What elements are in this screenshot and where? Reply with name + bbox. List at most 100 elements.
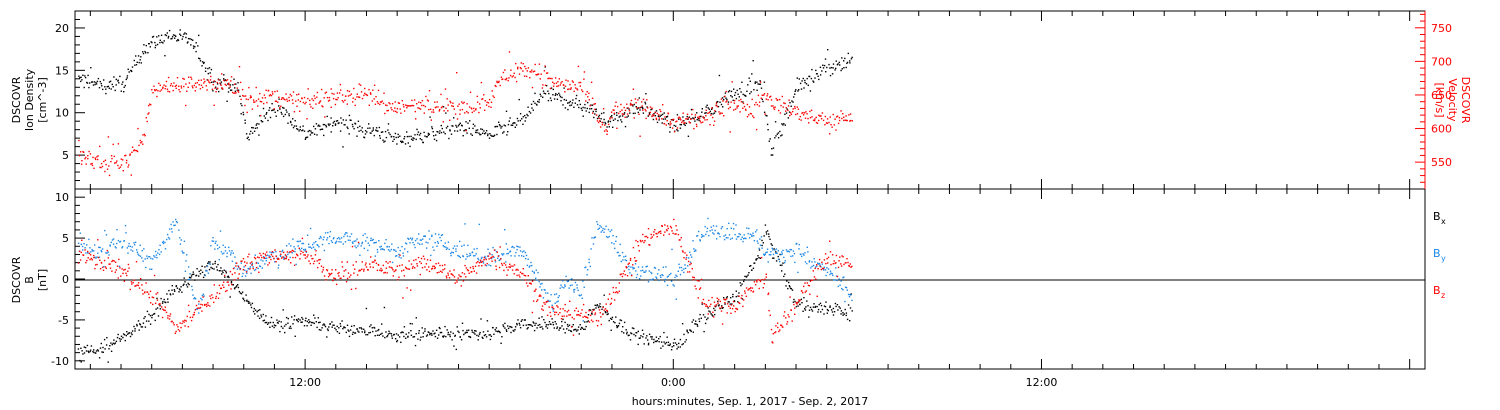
velocity-point	[593, 103, 595, 105]
density-point	[212, 90, 214, 92]
bz-point	[352, 264, 354, 266]
density-point	[264, 117, 267, 119]
bz-point	[292, 250, 295, 252]
by-point	[185, 260, 187, 262]
bx-point	[536, 327, 538, 329]
by-point	[721, 226, 724, 228]
density-point	[790, 105, 792, 107]
by-point	[253, 269, 256, 272]
bz-point	[323, 275, 326, 277]
velocity-point	[380, 101, 382, 103]
by-point	[218, 246, 221, 248]
by-point	[710, 226, 712, 228]
bx-point	[272, 321, 274, 324]
density-point	[758, 83, 761, 85]
density-point	[484, 132, 487, 134]
velocity-point	[269, 94, 272, 96]
velocity-point	[237, 91, 240, 93]
by-point	[425, 241, 427, 243]
density-point	[807, 84, 809, 86]
density-point	[824, 58, 827, 60]
bz-point	[380, 267, 382, 270]
velocity-point	[644, 108, 646, 111]
density-point	[825, 71, 827, 73]
density-point	[119, 75, 121, 78]
velocity-point	[124, 155, 126, 157]
density-point	[596, 117, 599, 120]
velocity-point	[395, 110, 397, 113]
by-point	[550, 294, 552, 296]
density-point	[587, 101, 589, 104]
by-point	[85, 252, 87, 254]
density-point	[574, 102, 576, 104]
by-point	[281, 251, 283, 253]
bz-point	[577, 314, 579, 316]
velocity-point	[274, 100, 277, 102]
by-point	[104, 229, 106, 232]
density-point	[282, 115, 285, 118]
bz-point	[586, 316, 588, 318]
density-point	[105, 92, 107, 95]
velocity-point	[804, 117, 807, 119]
by-point	[448, 248, 450, 251]
density-point	[375, 127, 378, 129]
density-point	[210, 68, 213, 71]
by-point	[576, 287, 578, 289]
velocity-point	[599, 126, 602, 128]
bx-point	[444, 325, 446, 328]
bx-point	[534, 324, 536, 326]
by-point	[818, 262, 821, 265]
velocity-point	[194, 82, 197, 84]
bz-point	[326, 269, 329, 272]
density-point	[660, 114, 662, 116]
density-point	[190, 44, 192, 46]
bx-point	[792, 301, 795, 303]
bz-point	[171, 320, 173, 322]
velocity-point	[320, 88, 323, 91]
bx-point	[575, 330, 578, 332]
density-point	[131, 66, 134, 68]
velocity-point	[403, 106, 405, 108]
by-point	[265, 260, 267, 262]
bz-point	[159, 303, 161, 305]
bx-point	[360, 327, 362, 329]
bz-point	[209, 295, 211, 297]
density-point	[431, 126, 433, 128]
bz-point	[177, 326, 179, 328]
bx-point	[381, 332, 383, 335]
by-point	[404, 248, 406, 250]
bx-point	[674, 342, 677, 344]
velocity-point	[536, 74, 538, 76]
velocity-point	[525, 67, 527, 70]
velocity-point	[812, 119, 815, 121]
density-point	[652, 118, 655, 121]
bx-point	[110, 350, 113, 352]
bx-point	[139, 323, 141, 325]
bz-point	[235, 265, 237, 267]
bx-point	[145, 320, 148, 322]
velocity-point	[772, 105, 774, 107]
velocity-point	[375, 96, 377, 98]
by-point	[837, 285, 839, 288]
by-point	[680, 266, 683, 269]
velocity-point	[688, 121, 690, 123]
density-point	[826, 66, 828, 69]
velocity-point	[156, 95, 158, 98]
velocity-point	[190, 76, 192, 78]
density-point	[378, 126, 380, 129]
velocity-point	[713, 120, 716, 122]
bx-point	[711, 314, 713, 316]
bx-point	[266, 323, 269, 325]
by-point	[632, 268, 634, 270]
velocity-point	[755, 128, 758, 131]
density-point	[413, 137, 415, 140]
density-point	[145, 44, 147, 47]
by-point	[662, 266, 665, 268]
by-point	[569, 284, 572, 287]
bx-point	[449, 335, 451, 338]
by-point	[170, 223, 172, 226]
density-point	[634, 112, 636, 114]
bz-point	[410, 289, 412, 291]
velocity-point	[522, 63, 524, 65]
density-point	[246, 137, 248, 140]
